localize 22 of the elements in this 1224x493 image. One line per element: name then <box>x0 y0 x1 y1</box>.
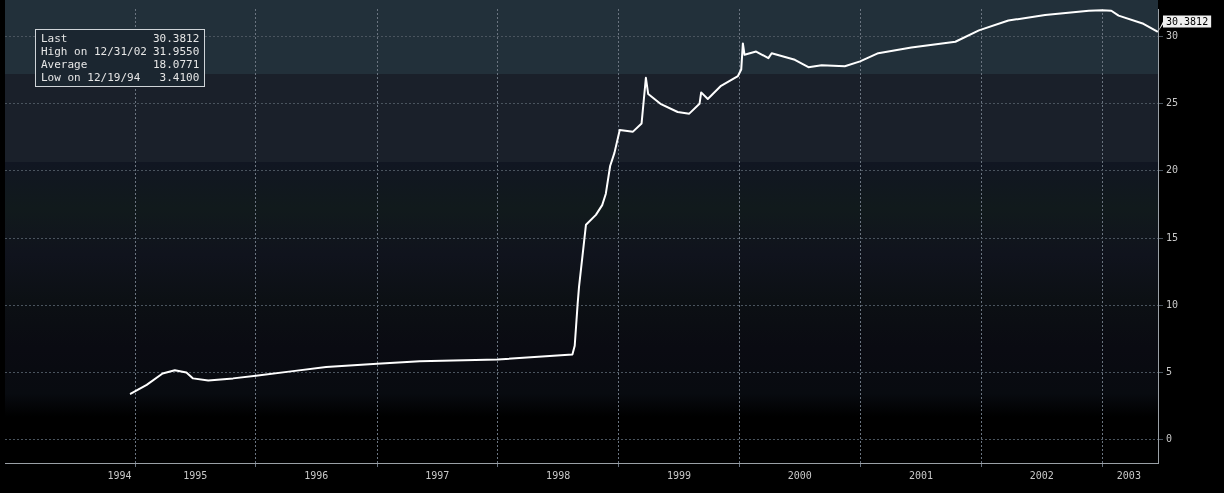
y-tick-label: 25 <box>1166 97 1179 109</box>
y-tick-label: 5 <box>1166 365 1173 377</box>
y-tick-label: 10 <box>1166 298 1179 310</box>
x-tick-label: 2002 <box>1029 469 1054 481</box>
y-tick-label: 30 <box>1166 30 1179 42</box>
x-tick-label: 1995 <box>183 469 208 481</box>
x-tick-label: 2000 <box>787 469 812 481</box>
x-tick-label: 1996 <box>304 469 329 481</box>
y-tick-label: 15 <box>1166 231 1179 243</box>
x-tick-label: 1999 <box>666 469 692 481</box>
text: Last 30.3812 <box>41 32 200 45</box>
x-tick-label: 1997 <box>425 469 450 481</box>
x-tick-label: 1998 <box>546 469 571 481</box>
text: Low on 12/19/94 3.4100 <box>41 71 200 84</box>
annotation: High on 12/31/02 31.9550 <box>41 45 200 58</box>
y-tick-label: 0 <box>1166 433 1173 445</box>
y-tick-label: 20 <box>1166 164 1179 176</box>
annotation: 30.3812 <box>1166 15 1209 27</box>
x-tick-label: 2003 <box>1116 469 1141 481</box>
x-tick-label: 1994 <box>107 469 132 481</box>
x-tick-label: 2001 <box>908 469 934 481</box>
text: Average 18.0771 <box>41 58 200 71</box>
